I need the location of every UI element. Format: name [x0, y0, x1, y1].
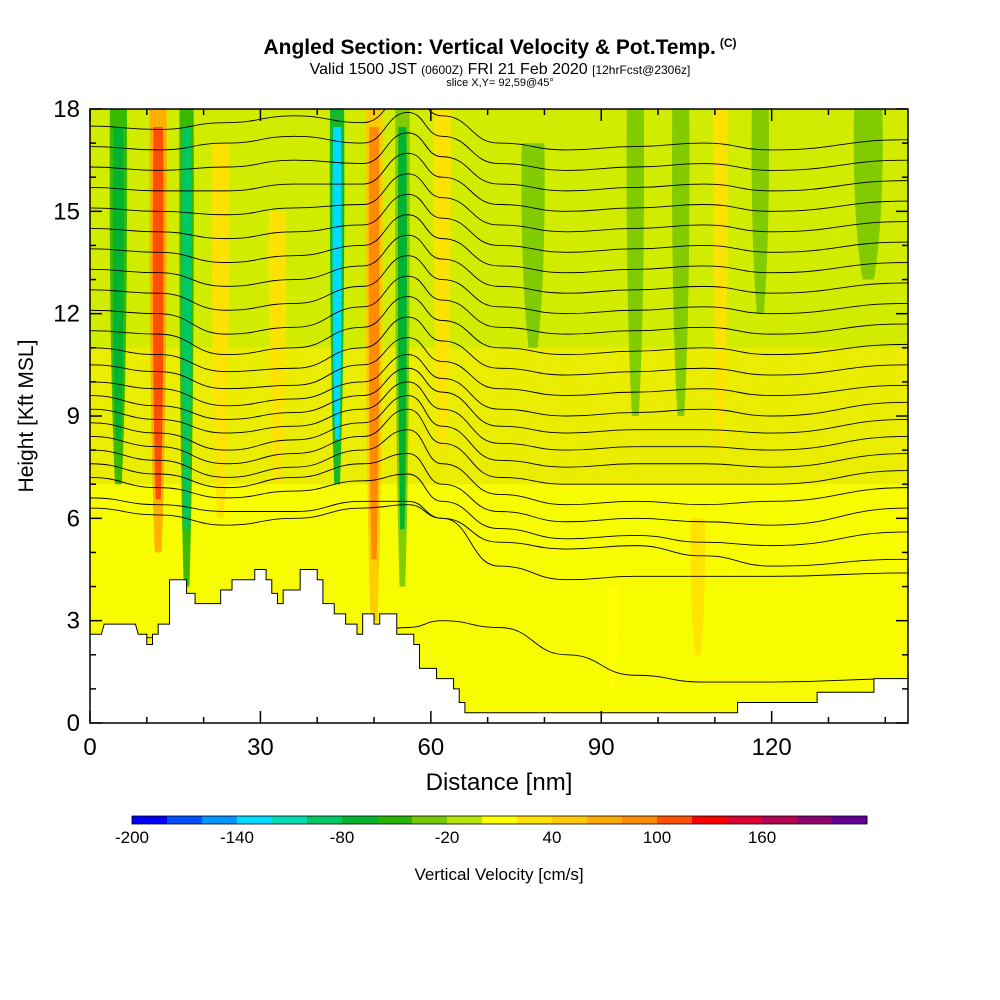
colorbar: -200 -140 -80 -20 40 100 160	[115, 815, 868, 847]
isotherm-contour	[90, 367, 908, 434]
isotherm-contour	[90, 504, 908, 581]
colorbar-swatch	[832, 816, 868, 824]
isotherm-contour	[90, 275, 908, 335]
subtitle-valid: Valid 1500 JST	[309, 61, 417, 78]
colorbar-swatch	[622, 816, 658, 824]
colorbar-label: Vertical Velocity [cm/s]	[414, 865, 583, 884]
isotherm-contour	[90, 109, 908, 151]
y-tick-label: 12	[53, 301, 80, 328]
isotherm-contour	[90, 296, 908, 356]
y-tick-label: 9	[67, 403, 80, 430]
colorbar-tick-label: -200	[115, 828, 149, 847]
velocity-column-core	[152, 127, 164, 500]
subtitle-forecast: [12hrFcst@2306z]	[592, 63, 691, 77]
y-tick-label: 18	[53, 96, 80, 123]
y-tick-label: 6	[67, 505, 80, 532]
x-tick-label: 120	[752, 734, 792, 761]
y-axis-label: Height [Kft MSL]	[15, 340, 38, 493]
velocity-column-outer	[268, 211, 287, 485]
terrain-profile	[90, 569, 908, 723]
velocity-column-core	[397, 127, 407, 530]
isotherm-contour	[90, 214, 908, 274]
isotherm-contour	[90, 234, 908, 294]
y-tick-label: 0	[67, 710, 80, 737]
chart-title-mark: (C)	[719, 36, 737, 50]
colorbar-swatch	[272, 816, 308, 824]
x-axis: 0 30 60 90 120	[83, 109, 887, 761]
x-axis-label: Distance [nm]	[426, 769, 573, 796]
colorbar-swatch	[447, 816, 483, 824]
colorbar-tick-label: -80	[330, 828, 355, 847]
isotherm-contour	[90, 173, 908, 233]
x-tick-label: 30	[247, 734, 274, 761]
velocity-column-outer	[690, 518, 706, 655]
velocity-column-core	[182, 127, 192, 530]
colorbar-tick-label: 160	[748, 828, 776, 847]
colorbar-tick-label: 100	[643, 828, 671, 847]
slice-info: slice X,Y= 92,59@45°	[446, 77, 554, 89]
y-tick-label: 15	[53, 198, 80, 225]
colorbar-swatch	[307, 816, 343, 824]
colorbar-tick-label: 40	[543, 828, 562, 847]
colorbar-swatch	[202, 816, 238, 824]
colorbar-swatch	[552, 816, 588, 824]
colorbar-swatch	[797, 816, 833, 824]
colorbar-frame	[131, 815, 868, 825]
velocity-column-outer	[521, 143, 545, 348]
y-tick-label: 3	[67, 608, 80, 635]
isotherm-contour	[90, 193, 908, 253]
isotherm-contour	[90, 473, 908, 547]
colorbar-swatch	[132, 816, 168, 824]
y-axis: 0 3 6 9 12 15 18	[53, 96, 908, 737]
colorbar-swatch	[692, 816, 728, 824]
colorbar-swatch	[237, 816, 273, 824]
isotherm-contour	[90, 337, 908, 396]
isotherm-contour	[90, 497, 908, 567]
isotherm-contour	[90, 354, 908, 417]
colorbar-swatch	[342, 816, 378, 824]
isotherm-contour	[90, 132, 908, 192]
isotherm-contour	[90, 408, 908, 485]
velocity-column-outer	[626, 109, 645, 416]
colorbar-swatch	[762, 816, 798, 824]
isotherm-contour	[90, 429, 908, 506]
velocity-column-core	[113, 127, 124, 440]
velocity-column-outer	[713, 109, 728, 451]
x-tick-label: 60	[417, 734, 444, 761]
isotherm-contour	[90, 453, 908, 526]
velocity-column-outer	[211, 143, 230, 519]
colorbar-swatch	[727, 816, 763, 824]
plot-area	[90, 109, 908, 723]
chart-subtitle: Valid 1500 JST (0600Z) FRI 21 Feb 2020 […	[0, 61, 1000, 79]
velocity-column-outer	[606, 586, 619, 689]
isotherm-contour	[90, 152, 908, 212]
colorbar-swatch	[377, 816, 413, 824]
chart-title-text: Angled Section: Vertical Velocity & Pot.…	[263, 36, 716, 59]
x-tick-label: 0	[83, 734, 96, 761]
velocity-column-outer	[853, 109, 883, 280]
colorbar-swatch	[517, 816, 553, 824]
velocity-column-core	[332, 127, 342, 440]
isotherm-contour	[90, 111, 908, 171]
isotherm-contour	[90, 255, 908, 315]
colorbar-swatch	[657, 816, 693, 824]
velocity-column-core	[368, 127, 380, 560]
isotherm-contour	[90, 316, 908, 376]
isotherm-contour	[90, 395, 908, 468]
subtitle-zulu: (0600Z)	[421, 63, 464, 77]
chart-title: Angled Section: Vertical Velocity & Pot.…	[0, 36, 1000, 60]
velocity-column-outer	[672, 109, 690, 416]
colorbar-swatch	[167, 816, 203, 824]
x-tick-label: 90	[588, 734, 615, 761]
subtitle-date: FRI 21 Feb 2020	[467, 61, 588, 78]
isotherm-contour	[90, 381, 908, 451]
colorbar-swatch	[587, 816, 623, 824]
colorbar-tick-label: -140	[220, 828, 254, 847]
colorbar-tick-label: -20	[435, 828, 460, 847]
colorbar-swatch	[482, 816, 518, 824]
colorbar-swatch	[412, 816, 448, 824]
